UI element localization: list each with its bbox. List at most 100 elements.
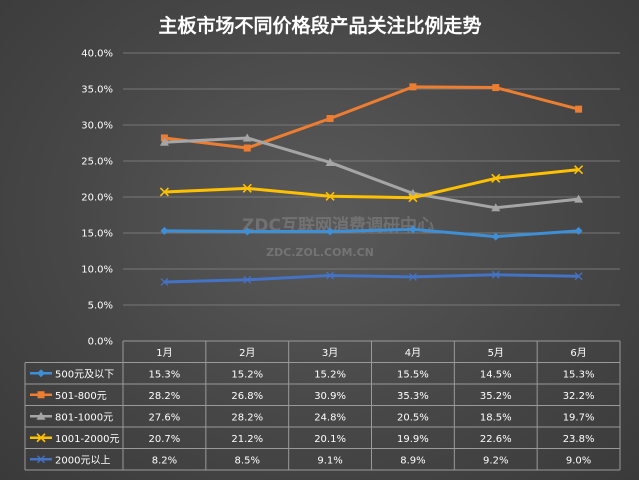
y-tick-label: 25.0% <box>81 157 113 168</box>
watermark-sub: ZDC.ZOL.COM.CN <box>266 246 374 259</box>
series-line <box>164 85 579 150</box>
data-point <box>160 278 169 286</box>
y-tick-label: 20.0% <box>81 193 113 204</box>
data-label: 26.8% <box>231 391 263 402</box>
y-tick-label: 5.0% <box>88 301 113 312</box>
data-label: 18.5% <box>480 412 512 423</box>
data-label: 15.5% <box>397 369 429 380</box>
x-tick-label: 1月 <box>156 347 172 359</box>
data-point <box>326 227 335 236</box>
data-label: 15.2% <box>314 369 346 380</box>
chart-title: 主板市场不同价格段产品关注比例走势 <box>158 14 481 37</box>
data-point <box>574 165 584 175</box>
y-tick-label: 0.0% <box>88 337 113 348</box>
data-point <box>491 232 500 241</box>
data-label: 32.2% <box>563 391 595 402</box>
series-line <box>164 227 579 239</box>
table-row: 801-1000元 27.6% 28.2% 24.8% 20.5% 18.5% 19.7% <box>30 411 595 423</box>
x-tick-label: 5月 <box>488 347 504 359</box>
data-label: 20.5% <box>397 412 429 423</box>
table-row: 501-800元 28.2% 26.8% 30.9% 35.3% 35.2% 32.2% <box>30 391 594 402</box>
data-point <box>408 272 417 281</box>
data-label: 9.0% <box>566 455 591 466</box>
data-point <box>574 194 584 203</box>
data-label: 9.1% <box>317 455 342 466</box>
data-label: 21.2% <box>231 434 263 445</box>
series-1 <box>160 225 583 241</box>
x-tick-label: 6月 <box>570 347 586 359</box>
data-label: 35.2% <box>480 391 512 402</box>
data-label: 20.7% <box>149 434 181 445</box>
data-label: 28.2% <box>149 391 181 402</box>
data-point <box>160 226 169 235</box>
legend-label: 2000元以上 <box>55 454 110 466</box>
data-table: 1月 2月 3月 4月 5月 6月 500元及以下 15.3% 15.2% 15.2% 15.5% 1… <box>24 340 621 471</box>
series-line <box>164 136 579 210</box>
data-point <box>37 391 45 399</box>
data-label: 15.3% <box>149 369 181 380</box>
data-point <box>408 225 417 234</box>
x-tick-label: 3月 <box>322 347 338 359</box>
x-tick-label: 2月 <box>239 347 255 359</box>
legend-label: 501-800元 <box>55 391 107 402</box>
data-point <box>409 83 417 91</box>
y-tick-label: 30.0% <box>81 121 113 132</box>
data-label: 9.2% <box>483 455 508 466</box>
y-tick-label: 35.0% <box>81 85 113 96</box>
data-point <box>491 270 500 279</box>
data-point <box>575 105 583 113</box>
y-axis-ticks: 0.0% 5.0% 10.0% 15.0% 20.0% 25.0% 30.0% 35.0% 40… <box>81 49 113 348</box>
series-line <box>164 168 579 200</box>
data-point <box>326 115 334 123</box>
data-label: 8.2% <box>152 455 177 466</box>
data-point <box>492 84 500 92</box>
data-point <box>243 144 251 152</box>
data-point <box>491 203 501 212</box>
data-point <box>574 272 583 281</box>
data-point <box>243 227 252 236</box>
legend-label: 500元及以下 <box>55 368 114 380</box>
data-label: 23.8% <box>563 434 595 445</box>
table-row: 500元及以下 15.3% 15.2% 15.2% 15.5% 14.5% 15.3% <box>30 368 594 380</box>
y-tick-label: 10.0% <box>81 265 113 276</box>
data-label: 30.9% <box>314 391 346 402</box>
series-2 <box>160 83 583 152</box>
series-lines <box>159 83 584 286</box>
table-row: 1001-2000元 20.7% 21.2% 20.1% 19.9% 22.6% 23.8% <box>30 433 595 445</box>
data-label: 15.3% <box>563 369 595 380</box>
data-label: 19.9% <box>397 434 429 445</box>
data-point <box>325 157 335 166</box>
data-point <box>243 275 252 284</box>
data-label: 15.2% <box>231 369 263 380</box>
table-row: 2000元以上 8.2% 8.5% 9.1% 8.9% 9.2% 9.0% <box>30 454 591 466</box>
watermark: ZDC互联网消费调研中心 ZDC.ZOL.COM.CN <box>242 215 434 259</box>
legend-label: 1001-2000元 <box>55 434 120 445</box>
series-4 <box>159 165 584 203</box>
data-point <box>36 433 46 443</box>
y-tick-label: 40.0% <box>81 49 113 60</box>
data-label: 24.8% <box>314 412 346 423</box>
data-label: 19.7% <box>563 412 595 423</box>
data-label: 22.6% <box>480 434 512 445</box>
data-point <box>408 193 418 203</box>
data-label: 20.1% <box>314 434 346 445</box>
data-point <box>37 455 45 464</box>
data-label: 8.9% <box>400 455 425 466</box>
data-point <box>326 271 335 280</box>
data-point <box>37 369 45 378</box>
y-tick-label: 15.0% <box>81 229 113 240</box>
data-label: 14.5% <box>480 369 512 380</box>
data-point <box>159 187 169 197</box>
data-label: 27.6% <box>149 412 181 423</box>
data-point <box>36 411 46 420</box>
data-label: 35.3% <box>397 391 429 402</box>
data-point <box>574 226 583 235</box>
data-point <box>491 173 501 183</box>
data-point <box>325 191 335 201</box>
x-tick-label: 4月 <box>405 347 421 359</box>
series-line <box>164 273 579 284</box>
data-point <box>242 183 252 193</box>
series-5 <box>160 270 583 286</box>
data-point <box>159 137 169 146</box>
